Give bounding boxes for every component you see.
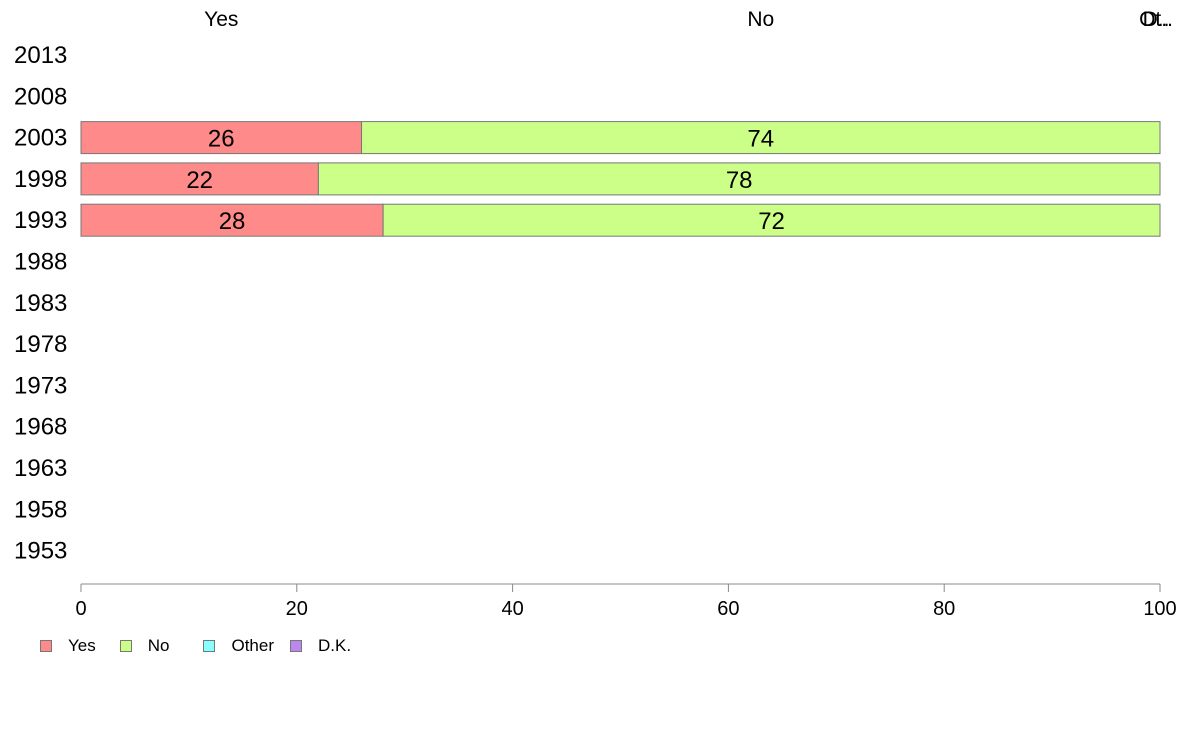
category-label: 1968: [14, 414, 67, 441]
top-series-label: Ot..: [1139, 8, 1173, 31]
legend-swatch-no: [119, 640, 132, 652]
data-label: 74: [747, 126, 774, 153]
legend-swatch-yes: [40, 640, 52, 652]
category-label: 2003: [14, 125, 67, 152]
category-label: 1963: [14, 455, 67, 482]
legend: Yes No Other D.K.: [40, 636, 375, 656]
legend-label-other: Other: [231, 636, 274, 655]
top-series-label: No: [747, 8, 774, 31]
category-label: 1978: [14, 331, 67, 358]
x-tick-label: 60: [717, 598, 739, 620]
data-label: 72: [758, 208, 785, 235]
data-label: 26: [208, 126, 235, 153]
category-label: 2013: [14, 42, 67, 69]
top-series-label: Yes: [204, 8, 238, 31]
category-label: 1988: [14, 249, 67, 276]
category-label: 1998: [14, 166, 67, 193]
legend-item-yes: Yes: [40, 636, 96, 656]
x-tick-label: 0: [75, 598, 86, 620]
legend-swatch-dk: [290, 640, 302, 652]
legend-label-dk: D.K.: [318, 636, 352, 655]
legend-swatch-other: [203, 640, 216, 652]
bar-segment: [382, 203, 1161, 237]
x-tick-label: 20: [286, 598, 308, 620]
bar-segment: [80, 203, 384, 237]
top-series-label: D..: [1143, 8, 1170, 31]
legend-item-other: Other: [203, 636, 274, 656]
category-label: 1973: [14, 372, 67, 399]
category-label: 1953: [14, 538, 67, 565]
bar-segment: [317, 162, 1161, 196]
data-label: 22: [186, 167, 213, 194]
legend-label-yes: Yes: [68, 636, 96, 655]
category-label: 1993: [14, 207, 67, 234]
bar-segment: [361, 121, 1161, 155]
data-label: 28: [219, 208, 246, 235]
data-label: 78: [726, 167, 753, 194]
x-tick-label: 40: [501, 598, 523, 620]
category-label: 1983: [14, 290, 67, 317]
legend-item-no: No: [119, 636, 170, 656]
x-tick-label: 80: [933, 598, 955, 620]
category-label: 1958: [14, 496, 67, 523]
legend-item-dk: D.K.: [290, 636, 351, 656]
category-label: 2008: [14, 83, 67, 110]
x-tick-label: 100: [1143, 598, 1176, 620]
legend-label-no: No: [147, 636, 170, 655]
